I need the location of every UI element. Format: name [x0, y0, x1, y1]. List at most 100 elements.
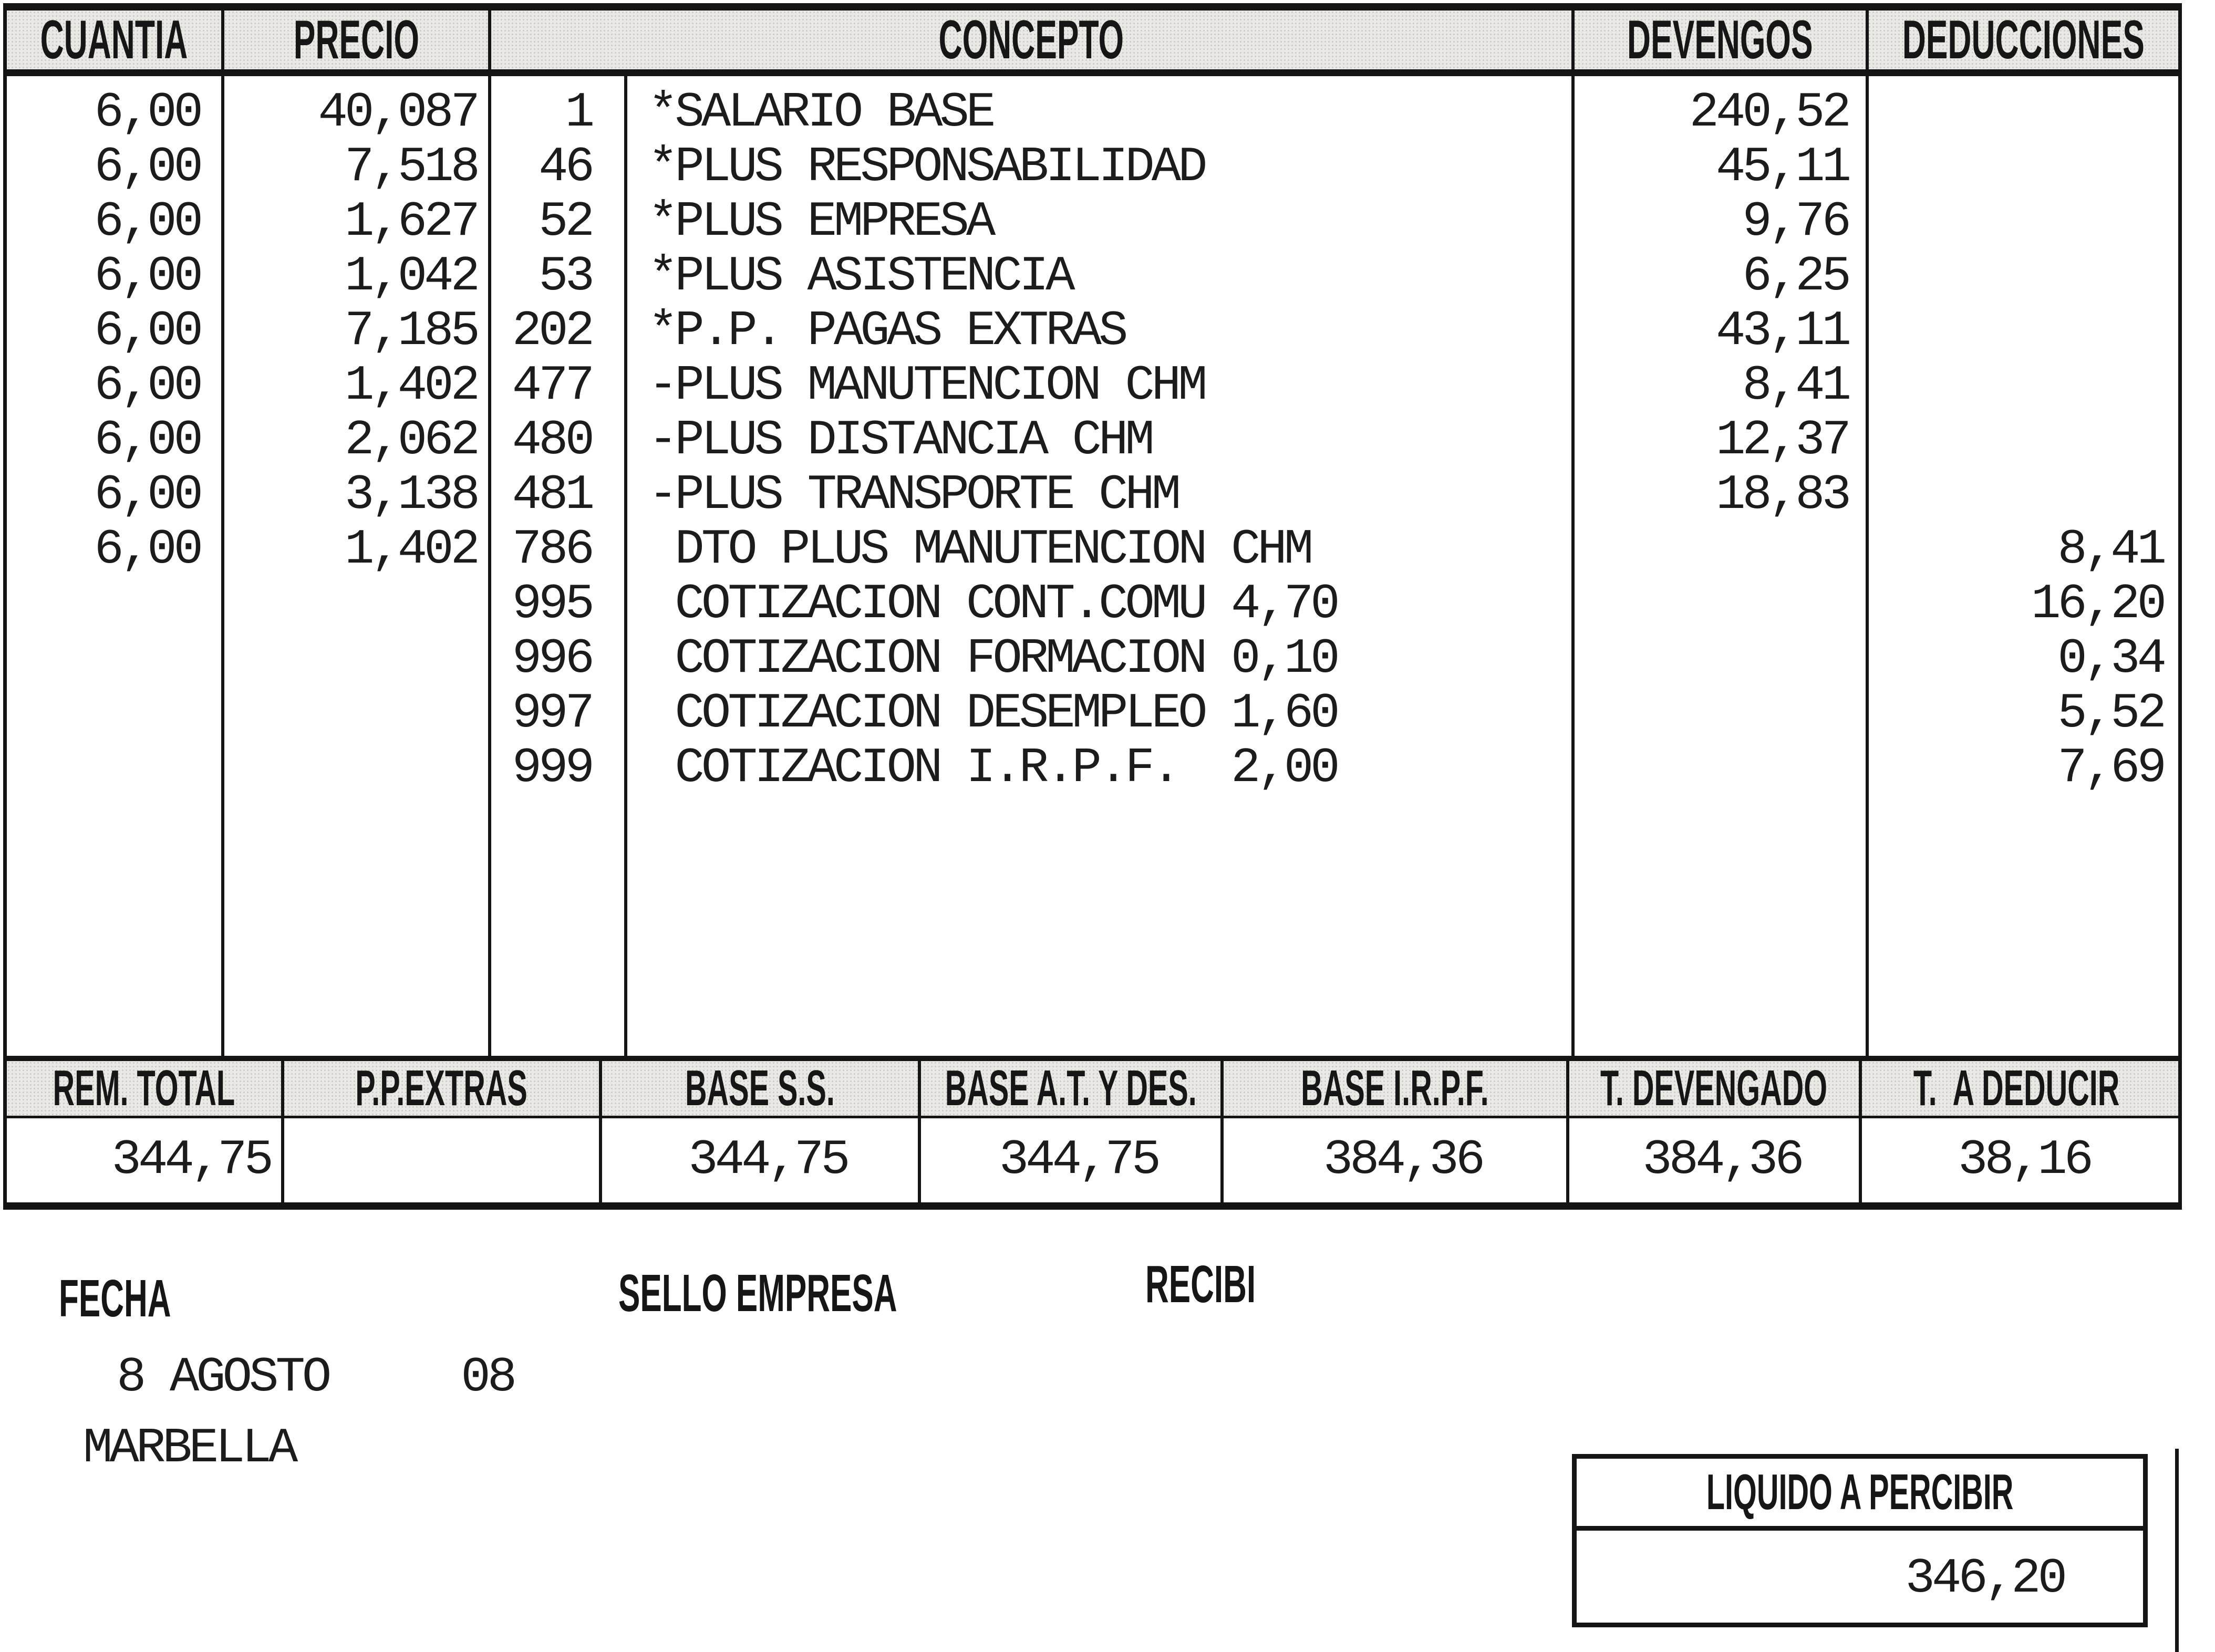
- cell-precio: 7,185: [344, 304, 480, 359]
- cell-cuantia: 6,00: [94, 467, 203, 523]
- recibi-label: RECIBI: [1145, 1255, 1256, 1314]
- cell-devengos: 6,25: [1742, 249, 1851, 305]
- cell-devengos: 12,37: [1715, 413, 1851, 469]
- earnings-table-header: CUANTIA PRECIO CONCEPTO DEVENGOS DEDUCCI…: [7, 9, 2178, 76]
- total-base-at-value: 344,75: [921, 1118, 1224, 1202]
- cell-concepto: *PLUS EMPRESA: [648, 194, 996, 250]
- cell-cuantia: 6,00: [94, 194, 203, 250]
- page-edge-line: [2175, 1449, 2179, 1652]
- cell-code: 477: [512, 358, 595, 414]
- cell-precio: 1,042: [344, 249, 480, 305]
- cell-devengos: 240,52: [1689, 85, 1851, 141]
- header-cuantia: CUANTIA: [7, 9, 224, 70]
- column-cuantia: 6,00 6,00 6,00 6,00 6,00 6,00 6,00 6,00 6,00: [7, 76, 224, 1059]
- cell-code: 52: [539, 194, 595, 250]
- cell-code: 999: [512, 741, 595, 796]
- cell-concepto: *SALARIO BASE: [648, 85, 996, 141]
- cell-deducciones: [1869, 140, 2164, 195]
- header-concepto-label: CONCEPTO: [938, 9, 1124, 70]
- total-pp-extras-value: [284, 1118, 602, 1202]
- total-rem-total-value: 344,75: [7, 1118, 284, 1202]
- cell-cuantia: 6,00: [94, 304, 203, 359]
- cell-cuantia: 6,00: [94, 413, 203, 469]
- cell-code: 997: [512, 686, 595, 742]
- header-precio: PRECIO: [224, 9, 491, 70]
- cell-code: 481: [512, 467, 595, 523]
- cell-deducciones: 8,41: [2057, 522, 2167, 578]
- totals-header-base-irpf-label: BASE I.R.P.F.: [1301, 1060, 1489, 1116]
- cell-code: 996: [512, 631, 595, 687]
- total-t-devengado-value: 384,36: [1569, 1118, 1862, 1202]
- liquido-a-percibir-label: LIQUIDO A PERCIBIR: [1706, 1464, 2014, 1520]
- cell-code: 46: [539, 140, 595, 195]
- cell-cuantia: [7, 577, 200, 632]
- cell-cuantia: 6,00: [94, 358, 203, 414]
- column-concept-code: 1 46 52 53 202 477 480 481 786 995 996 997 999: [491, 76, 627, 1059]
- cell-concepto: *PLUS RESPONSABILIDAD: [648, 140, 1208, 195]
- sello-empresa-label-wrap: SELLO EMPRESA: [618, 1263, 1068, 1324]
- cell-concepto: -PLUS MANUTENCION CHM: [648, 358, 1208, 414]
- totals-values-row: 344,75 344,75 344,75 384,36 384,36 38,16: [7, 1118, 2178, 1202]
- cell-deducciones: 0,34: [2057, 631, 2167, 687]
- column-precio: 40,087 7,518 1,627 1,042 7,185 1,402 2,062 3,13…: [224, 76, 491, 1059]
- cell-precio: 7,518: [344, 140, 480, 195]
- cell-cuantia: [7, 687, 200, 741]
- cell-precio: 1,402: [344, 522, 480, 578]
- totals-header-row: REM. TOTAL P.P.EXTRAS BASE S.S. BASE A.T…: [7, 1060, 2178, 1118]
- column-concepto: *SALARIO BASE *PLUS RESPONSABILIDAD *PLUS …: [627, 76, 1575, 1059]
- cell-cuantia: [7, 741, 200, 796]
- cell-cuantia: 6,00: [94, 522, 203, 578]
- cell-concepto: COTIZACION DESEMPLEO 1,60: [648, 686, 1340, 742]
- cell-devengos: [1575, 577, 1848, 632]
- cell-precio: [224, 577, 477, 632]
- recibi-label-wrap: RECIBI: [1145, 1254, 1323, 1315]
- totals-header-base-irpf: BASE I.R.P.F.: [1224, 1060, 1569, 1116]
- cell-precio: 1,627: [344, 194, 480, 250]
- cell-precio: 1,402: [344, 358, 480, 414]
- header-concepto: CONCEPTO: [491, 9, 1575, 70]
- cell-precio: 40,087: [318, 85, 480, 141]
- column-deducciones: 8,41 16,20 0,34 5,52 7,69: [1869, 76, 2178, 1059]
- cell-concepto: *PLUS ASISTENCIA: [648, 249, 1075, 305]
- totals-header-base-ss: BASE S.S.: [602, 1060, 921, 1116]
- total-base-ss-value: 344,75: [602, 1118, 921, 1202]
- totals-header-pp-extras: P.P.EXTRAS: [284, 1060, 602, 1116]
- totals-header-t-a-deducir-label: T. A DEDUCIR: [1913, 1060, 2120, 1116]
- totals-header-t-devengado: T. DEVENGADO: [1569, 1060, 1862, 1116]
- header-cuantia-label: CUANTIA: [40, 9, 188, 70]
- cell-concepto: -PLUS TRANSPORTE CHM: [648, 467, 1181, 523]
- totals-header-t-a-deducir: T. A DEDUCIR: [1862, 1060, 2171, 1116]
- earnings-table: CUANTIA PRECIO CONCEPTO DEVENGOS DEDUCCI…: [3, 3, 2182, 1059]
- header-devengos-label: DEVENGOS: [1627, 9, 1813, 70]
- cell-concepto: *P.P. PAGAS EXTRAS: [648, 304, 1128, 359]
- cell-devengos: [1575, 632, 1848, 687]
- cell-precio: [224, 687, 477, 741]
- cell-deducciones: [1869, 250, 2164, 304]
- cell-cuantia: 6,00: [94, 249, 203, 305]
- cell-deducciones: [1869, 304, 2164, 359]
- header-deducciones: DEDUCCIONES: [1869, 9, 2178, 70]
- totals-table: REM. TOTAL P.P.EXTRAS BASE S.S. BASE A.T…: [3, 1056, 2182, 1210]
- earnings-table-body: 6,00 6,00 6,00 6,00 6,00 6,00 6,00 6,00 6,00 40,…: [7, 76, 2178, 1059]
- liquido-a-percibir-box: LIQUIDO A PERCIBIR 346,20: [1572, 1454, 2148, 1627]
- payment-city: MARBELLA: [83, 1421, 298, 1477]
- totals-header-rem-total-label: REM. TOTAL: [53, 1060, 235, 1116]
- totals-header-rem-total: REM. TOTAL: [7, 1060, 284, 1116]
- cell-code: 786: [512, 522, 595, 578]
- liquido-a-percibir-header: LIQUIDO A PERCIBIR: [1577, 1459, 2143, 1531]
- cell-concepto: COTIZACION FORMACION 0,10: [648, 631, 1340, 687]
- total-t-a-deducir-value: 38,16: [1958, 1132, 2094, 1188]
- cell-deducciones: [1869, 359, 2164, 413]
- cell-cuantia: [7, 632, 200, 687]
- cell-deducciones: 16,20: [2031, 577, 2167, 632]
- cell-deducciones: 5,52: [2057, 686, 2167, 742]
- cell-precio: [224, 632, 477, 687]
- header-deducciones-label: DEDUCCIONES: [1902, 9, 2145, 70]
- cell-deducciones: 7,69: [2057, 741, 2167, 796]
- cell-deducciones: [1869, 195, 2164, 250]
- cell-code: 53: [539, 249, 595, 305]
- cell-devengos: 8,41: [1742, 358, 1851, 414]
- totals-header-base-at: BASE A.T. Y DES.: [921, 1060, 1224, 1116]
- cell-cuantia: 6,00: [94, 140, 203, 195]
